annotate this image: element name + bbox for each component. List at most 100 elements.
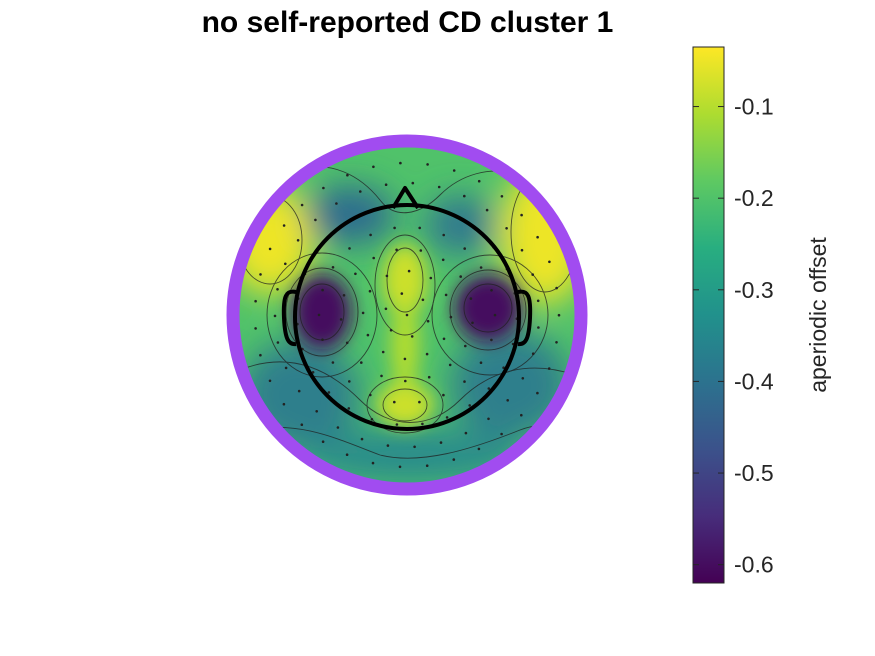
electrode-dot (439, 441, 443, 444)
electrode-dot (345, 453, 349, 457)
electrode-dot (418, 400, 421, 404)
electrode-dot (487, 417, 490, 421)
electrode-dot (399, 161, 402, 165)
electrode-dot (348, 380, 351, 383)
electrode-dot (405, 313, 409, 317)
electrode-dot (360, 437, 364, 441)
electrode-dot (347, 407, 351, 410)
electrode-dot (284, 366, 288, 370)
electrode-dot (315, 410, 319, 413)
electrode-dot (348, 247, 351, 250)
electrode-dot (311, 371, 315, 374)
left-frontal-minimum (305, 185, 395, 245)
electrode-dot (395, 423, 399, 426)
electrode-dot (521, 377, 525, 380)
colorbar-tick-label: -0.1 (734, 94, 774, 120)
electrode-dot (464, 344, 467, 348)
frontal-central-maximum (383, 244, 427, 316)
electrode-dot (400, 292, 404, 295)
electrode-dot (487, 387, 491, 390)
electrode-dot (520, 248, 524, 252)
left-temporal-minimum (292, 274, 352, 350)
electrode-dot (360, 361, 363, 364)
electrode-dot (444, 293, 448, 297)
electrode-dot (346, 173, 349, 177)
electrode-dot (393, 226, 396, 230)
electrode-dot (442, 233, 446, 237)
nose (391, 186, 420, 210)
electrode-dot (479, 361, 483, 365)
electrode-dot (427, 375, 431, 379)
electrode-dot (537, 326, 540, 329)
electrode-dot (490, 338, 493, 342)
electrode-dot (331, 266, 335, 269)
electrode-dot (276, 341, 280, 344)
electrode-dot (555, 341, 558, 344)
electrode-dot (479, 266, 483, 269)
electrode-dot (336, 426, 340, 429)
electrode-dot (321, 440, 325, 444)
electrode-dot (404, 379, 407, 383)
electrode-dot (273, 314, 277, 318)
electrode-dot (452, 169, 456, 172)
electrode-dot (425, 352, 429, 356)
midline-ridge (391, 300, 419, 390)
electrode-dot (459, 275, 463, 278)
electrode-dot (335, 202, 338, 205)
electrode-dot (426, 163, 429, 166)
electrode-dot (429, 276, 433, 280)
electrode-dot (464, 431, 468, 435)
electrode-dot (354, 272, 357, 276)
electrode-dot (339, 318, 343, 321)
electrode-dot (254, 299, 257, 303)
electrode-dot (359, 190, 362, 193)
electrode-dot (254, 327, 257, 330)
electrode-dot (384, 307, 388, 311)
electrode-dot (381, 350, 385, 354)
electrode-dot (370, 418, 374, 421)
electrode-dot (300, 203, 304, 207)
electrode-dot (477, 447, 481, 451)
electrode-dot (410, 335, 414, 338)
electrode-dot (452, 458, 456, 461)
electrode-dot (314, 218, 317, 222)
electrode-dot (297, 389, 301, 393)
electrode-dot (442, 393, 445, 397)
electrode-dot (448, 363, 452, 367)
electrode-dot (500, 432, 503, 436)
electrode-dot (380, 374, 383, 378)
electrode-dot (403, 357, 407, 361)
electrode-dot (259, 273, 262, 276)
electrode-dot (371, 461, 375, 465)
electrode-dot (395, 248, 398, 252)
electrode-dot (411, 181, 415, 185)
electrode-dot (393, 400, 396, 404)
electrode-dot (321, 288, 324, 292)
electrode-dot (296, 239, 300, 242)
electrode-dot (361, 311, 365, 315)
electrode-dot (520, 213, 523, 217)
electrode-dot (531, 352, 535, 356)
electrode-dot (317, 313, 321, 317)
electrode-dot (555, 286, 558, 290)
electrode-dot (342, 294, 346, 297)
electrode-dot (284, 262, 287, 266)
electrode-dot (441, 258, 445, 262)
electrode-dot (463, 247, 467, 250)
electrode-dot (463, 380, 466, 383)
electrode-dot (493, 313, 497, 317)
electrode-dot (536, 299, 540, 303)
electrode-dot (536, 391, 539, 395)
electrode-dot (468, 404, 472, 407)
colorbar-tick-label: -0.4 (734, 368, 774, 394)
electrode-dot (413, 445, 416, 449)
electrode-dot (505, 227, 508, 230)
electrode-dot (500, 195, 504, 198)
electrode-dot (442, 337, 446, 341)
electrode-dot (384, 183, 388, 186)
electrode-dot (506, 399, 510, 402)
colorbar-label: aperiodic offset (805, 237, 831, 393)
electrode-dot (445, 416, 449, 419)
electrode-dot (502, 366, 505, 370)
electrode-dot (276, 288, 279, 291)
